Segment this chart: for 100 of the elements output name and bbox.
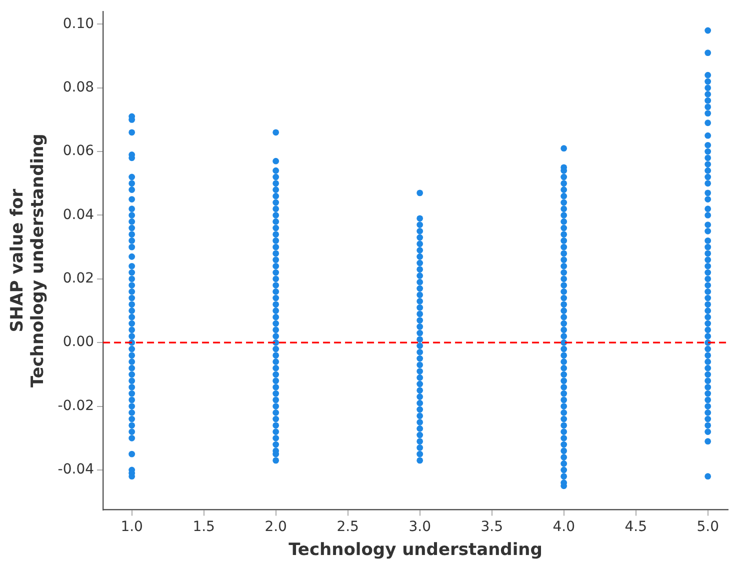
point [128, 301, 136, 308]
x-tick-label: 1.5 [192, 518, 215, 535]
point [704, 244, 712, 250]
point [272, 180, 280, 187]
point [704, 212, 712, 218]
point [704, 97, 712, 104]
x-tick-label: 4.0 [552, 518, 575, 535]
point [272, 276, 280, 282]
y-tick-label: -0.04 [58, 462, 94, 478]
point [704, 250, 712, 257]
point [704, 358, 712, 365]
x-tick-label: 2.0 [264, 518, 287, 535]
point [128, 403, 136, 410]
point [560, 276, 568, 282]
point [560, 364, 568, 372]
point [128, 276, 136, 282]
point [128, 196, 136, 202]
point [560, 434, 568, 442]
point [560, 250, 568, 257]
point [704, 403, 712, 410]
point [560, 416, 568, 422]
point [272, 269, 280, 276]
point [560, 422, 568, 429]
point [704, 132, 712, 139]
point [704, 148, 712, 155]
y-tick-label: 0.04 [62, 206, 94, 223]
y-tick-label: 0.06 [62, 143, 94, 160]
point [272, 129, 280, 136]
x-tick-label: 1.0 [120, 518, 143, 535]
point [272, 409, 280, 416]
point [416, 406, 424, 413]
point [704, 222, 712, 228]
point [704, 120, 712, 126]
point [704, 180, 712, 187]
point [560, 301, 568, 308]
point [416, 310, 424, 318]
point [560, 460, 568, 467]
point [560, 308, 568, 314]
point [704, 142, 712, 148]
y-tick-label: 0.10 [62, 16, 94, 32]
point [416, 425, 424, 432]
point [128, 294, 136, 302]
point [416, 380, 424, 388]
point [560, 378, 568, 384]
point [128, 212, 136, 218]
point [560, 326, 568, 334]
point [272, 320, 280, 327]
point [560, 333, 568, 340]
point [416, 228, 424, 234]
point [704, 422, 712, 429]
point [272, 231, 280, 238]
y-tick-label: 0.02 [62, 270, 94, 287]
point [416, 336, 424, 343]
point [560, 428, 568, 435]
point [272, 224, 280, 232]
point [704, 346, 712, 352]
point [704, 196, 712, 202]
point [272, 256, 280, 264]
point [128, 186, 136, 193]
point [128, 346, 136, 352]
point [272, 422, 280, 429]
point [416, 330, 424, 336]
point [560, 288, 568, 295]
point [704, 371, 712, 378]
point [704, 352, 712, 359]
point [560, 384, 568, 390]
point [416, 323, 424, 330]
x-tick-label: 3.0 [408, 518, 431, 535]
point [704, 333, 712, 340]
point [704, 256, 712, 264]
point [704, 228, 712, 234]
point [128, 244, 136, 250]
point [416, 298, 424, 304]
point [704, 438, 712, 445]
point [128, 206, 136, 212]
point [560, 180, 568, 187]
point [416, 317, 424, 324]
point [704, 110, 712, 117]
point [272, 371, 280, 378]
point [272, 457, 280, 464]
point [272, 218, 280, 225]
point [128, 253, 136, 260]
point [704, 378, 712, 384]
y-tick-label: 0.08 [62, 79, 94, 96]
point [416, 457, 424, 464]
x-tick-label: 5.0 [696, 518, 719, 535]
point [272, 390, 280, 397]
point [704, 84, 712, 92]
point [128, 396, 136, 404]
point [416, 190, 424, 196]
point [416, 266, 424, 273]
point [272, 237, 280, 244]
point [416, 387, 424, 394]
point [704, 396, 712, 404]
y-tick-label: -0.02 [58, 398, 94, 414]
point [560, 352, 568, 359]
point [416, 412, 424, 420]
point [128, 237, 136, 244]
point [272, 346, 280, 352]
point [272, 434, 280, 442]
